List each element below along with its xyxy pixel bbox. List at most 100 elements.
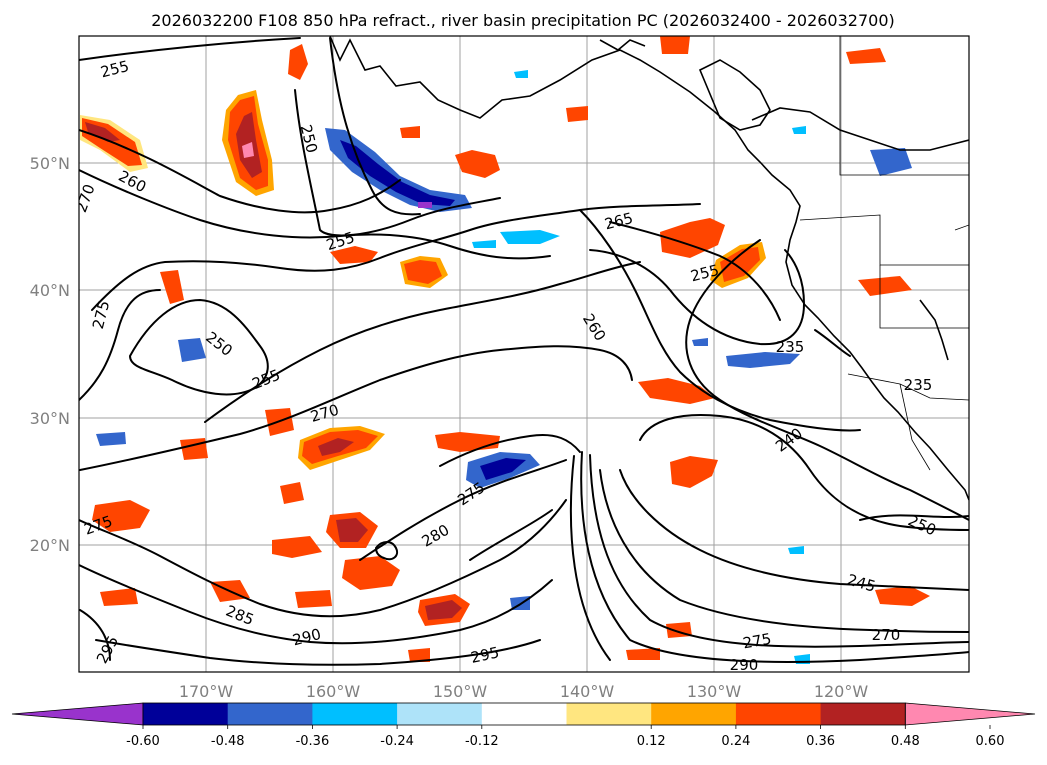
colorbar-tick-label: 0.60	[976, 734, 1005, 749]
contour-line	[79, 499, 567, 618]
fill-patch	[626, 648, 660, 660]
contour-line	[95, 639, 541, 666]
contour-label: 270	[872, 626, 901, 644]
fill-patch	[500, 230, 560, 244]
fill-patch	[480, 458, 526, 480]
contour-line	[685, 239, 969, 521]
colorbar-segment	[651, 703, 737, 725]
fill-patch	[295, 590, 332, 608]
contour-line	[79, 37, 301, 61]
contour-line	[619, 469, 969, 591]
colorbar-tick-label: -0.60	[126, 734, 160, 749]
colorbar-tick-label: -0.24	[380, 734, 414, 749]
fill-patch	[100, 588, 138, 606]
contour-line	[79, 129, 401, 214]
contour-line	[79, 609, 111, 661]
colorbar-tick-label: 0.48	[891, 734, 920, 749]
contour-line	[439, 434, 581, 467]
fill-patch	[340, 140, 455, 206]
fill-patch	[85, 122, 120, 142]
border-line	[899, 383, 931, 471]
colorbar: -0.60 -0.48 -0.36 -0.24 -0.12 0.12 0.24 0.36 0.4…	[11, 702, 1036, 749]
lon-label: 160°W	[306, 682, 361, 701]
longitude-labels: 170°W 160°W 150°W 140°W 130°W 120°W	[179, 682, 869, 701]
border-line	[954, 224, 969, 270]
colorbar-segment	[481, 703, 567, 725]
lon-label: 140°W	[560, 682, 615, 701]
map-panel: 255 250 260 265 255 275 270 250 255 270 …	[78, 35, 970, 674]
fill-patch	[858, 276, 912, 296]
fill-patch	[325, 128, 472, 212]
north-america-coastline	[329, 36, 969, 501]
colorbar-outline	[142, 702, 906, 726]
contour-line	[814, 329, 851, 357]
lon-label: 120°W	[814, 682, 869, 701]
lat-label: 50°N	[30, 154, 70, 173]
island-coast	[698, 59, 771, 131]
negative-anomaly-patches	[96, 70, 912, 664]
lat-label: 40°N	[30, 281, 70, 300]
fill-patch	[870, 148, 912, 176]
contour-line	[79, 564, 553, 645]
fill-patch	[660, 218, 725, 258]
fill-patch	[336, 518, 368, 542]
contour-line	[609, 221, 781, 321]
contour-line	[329, 37, 421, 216]
fill-patch	[160, 270, 184, 304]
fill-patch	[875, 586, 930, 606]
fill-patch	[178, 338, 206, 362]
fill-patch	[788, 546, 804, 554]
contour-label: 235	[776, 338, 805, 356]
contour-label: 235	[904, 376, 933, 394]
contour-line	[589, 454, 969, 648]
border-line	[879, 265, 969, 329]
fill-patch	[96, 432, 126, 446]
contour-line	[375, 541, 398, 561]
fill-patch	[692, 338, 708, 346]
colorbar-tick-label: -0.36	[296, 734, 330, 749]
map-background	[79, 36, 969, 672]
contour-line	[469, 509, 553, 561]
coastline-alaska	[599, 39, 646, 51]
contour-line	[569, 455, 611, 661]
fill-patch	[180, 438, 208, 460]
colorbar-segment	[566, 703, 652, 725]
map-frame	[78, 35, 970, 673]
lon-label: 130°W	[687, 682, 742, 701]
fill-patch	[408, 648, 430, 662]
contour-line	[204, 261, 641, 423]
colorbar-tick-label: 0.24	[721, 734, 750, 749]
fill-patch	[404, 260, 442, 284]
refractivity-contours	[79, 37, 969, 666]
colorbar-extend-max	[904, 702, 1036, 726]
colorbar-tick-label: 0.12	[637, 734, 666, 749]
fill-patch	[638, 378, 715, 404]
coastlines	[329, 36, 969, 501]
contour-line	[599, 469, 969, 633]
contour-label: 275	[741, 630, 772, 653]
border-line	[839, 36, 969, 176]
colorbar-tick-label: -0.48	[211, 734, 245, 749]
fill-patch	[670, 456, 718, 488]
colorbar-extend-min	[11, 702, 144, 726]
contour-line	[79, 289, 161, 401]
colorbar-segment	[397, 703, 483, 725]
colorbar-segment	[820, 703, 906, 725]
lon-label: 170°W	[179, 682, 234, 701]
coastline-gulf	[919, 299, 949, 361]
contour-label: 290	[730, 656, 759, 674]
fill-patch	[418, 202, 432, 208]
figure-title: 2026032200 F108 850 hPa refract., river …	[151, 11, 895, 30]
fill-patch	[792, 126, 806, 134]
colorbar-segment	[735, 703, 822, 725]
fill-patch	[472, 240, 496, 248]
fill-patch	[272, 536, 322, 558]
fill-patch	[726, 352, 800, 368]
latitude-labels: 50°N 40°N 30°N 20°N	[30, 154, 70, 555]
fill-patch	[242, 142, 254, 158]
contour-line	[79, 169, 551, 260]
fill-patch	[330, 246, 378, 264]
contour-line	[579, 209, 861, 432]
colorbar-segment	[312, 703, 398, 725]
border-line	[847, 373, 969, 401]
